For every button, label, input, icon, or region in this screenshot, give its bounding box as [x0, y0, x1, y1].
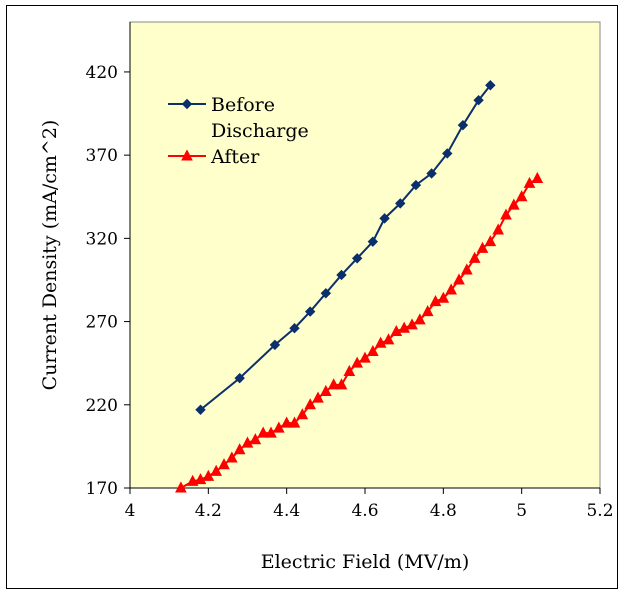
data-point	[367, 236, 379, 247]
data-point	[437, 291, 450, 303]
y-tick-label: 320	[86, 229, 118, 249]
data-point	[195, 404, 206, 415]
data-point	[453, 273, 465, 285]
data-point	[484, 235, 497, 247]
x-axis-title: Electric Field (MV/m)	[261, 551, 470, 573]
data-point	[398, 321, 410, 333]
x-tick-label: 4.4	[273, 501, 300, 521]
data-point	[288, 416, 301, 428]
data-point	[249, 433, 262, 445]
legend-item-2: After	[168, 146, 260, 168]
data-point	[233, 443, 246, 455]
data-point	[257, 426, 269, 438]
data-point	[379, 213, 390, 224]
legend: Before Discharge After	[168, 94, 309, 168]
data-point	[382, 333, 395, 345]
series-2	[175, 171, 544, 493]
data-point	[429, 295, 442, 307]
plot-area	[129, 21, 601, 489]
data-point	[343, 364, 356, 376]
data-point	[492, 223, 504, 235]
data-point	[426, 168, 437, 179]
data-point	[531, 171, 544, 183]
data-point	[410, 179, 422, 191]
data-point	[226, 451, 238, 463]
x-tick-label: 5.2	[586, 501, 613, 521]
data-point	[241, 436, 254, 448]
data-point	[327, 378, 340, 390]
data-point	[335, 378, 348, 390]
data-point	[218, 458, 230, 470]
data-point	[485, 80, 496, 91]
y-tick-label: 420	[86, 63, 118, 83]
data-point	[175, 481, 187, 493]
data-point	[442, 148, 453, 159]
data-point	[508, 198, 520, 210]
data-point	[312, 391, 324, 403]
data-point	[461, 263, 473, 275]
legend-item-1: Before Discharge	[168, 94, 309, 142]
data-point	[320, 384, 332, 396]
x-tick-label: 5	[516, 501, 527, 521]
data-point	[269, 339, 281, 351]
axes: 4 4.2 4.4 4.6 4.8 5 5.2 170 220 270 320 370 420	[86, 22, 614, 521]
data-point	[186, 474, 199, 486]
data-point	[194, 473, 207, 485]
data-point	[374, 336, 387, 348]
y-tick-label: 370	[86, 146, 118, 166]
data-point	[476, 241, 489, 253]
data-point	[351, 253, 363, 264]
data-point	[445, 283, 457, 295]
data-point	[515, 190, 528, 202]
data-point	[390, 324, 403, 337]
x-tick-label: 4.2	[195, 501, 222, 521]
x-tick-label: 4.6	[351, 501, 378, 521]
data-point	[181, 149, 193, 161]
data-point	[500, 208, 512, 220]
data-point	[320, 288, 332, 299]
data-point	[181, 98, 193, 110]
legend-label: Discharge	[211, 120, 309, 142]
legend-label: After	[210, 146, 260, 168]
data-point	[468, 251, 481, 263]
y-tick-label: 270	[86, 313, 118, 333]
data-point	[367, 344, 379, 357]
data-point	[304, 398, 316, 410]
data-point	[234, 372, 245, 384]
y-axis-title: Current Density (mA/cm^2)	[39, 120, 61, 391]
series-1	[195, 80, 496, 415]
x-tick-label: 4.8	[430, 501, 457, 521]
data-point	[296, 408, 309, 420]
data-point	[336, 269, 347, 281]
y-tick-label: 170	[86, 479, 118, 499]
data-point	[395, 198, 406, 209]
series-layer	[175, 80, 544, 493]
data-point	[289, 323, 300, 334]
data-point	[457, 119, 469, 131]
x-tick-label: 4	[125, 501, 136, 521]
data-point	[210, 464, 222, 476]
legend-label: Before	[211, 94, 275, 116]
data-point	[414, 313, 426, 325]
data-point	[421, 305, 434, 317]
y-tick-label: 220	[86, 396, 118, 416]
data-point	[359, 351, 371, 363]
data-point	[304, 306, 316, 317]
data-point	[280, 416, 293, 428]
data-point	[473, 95, 484, 106]
